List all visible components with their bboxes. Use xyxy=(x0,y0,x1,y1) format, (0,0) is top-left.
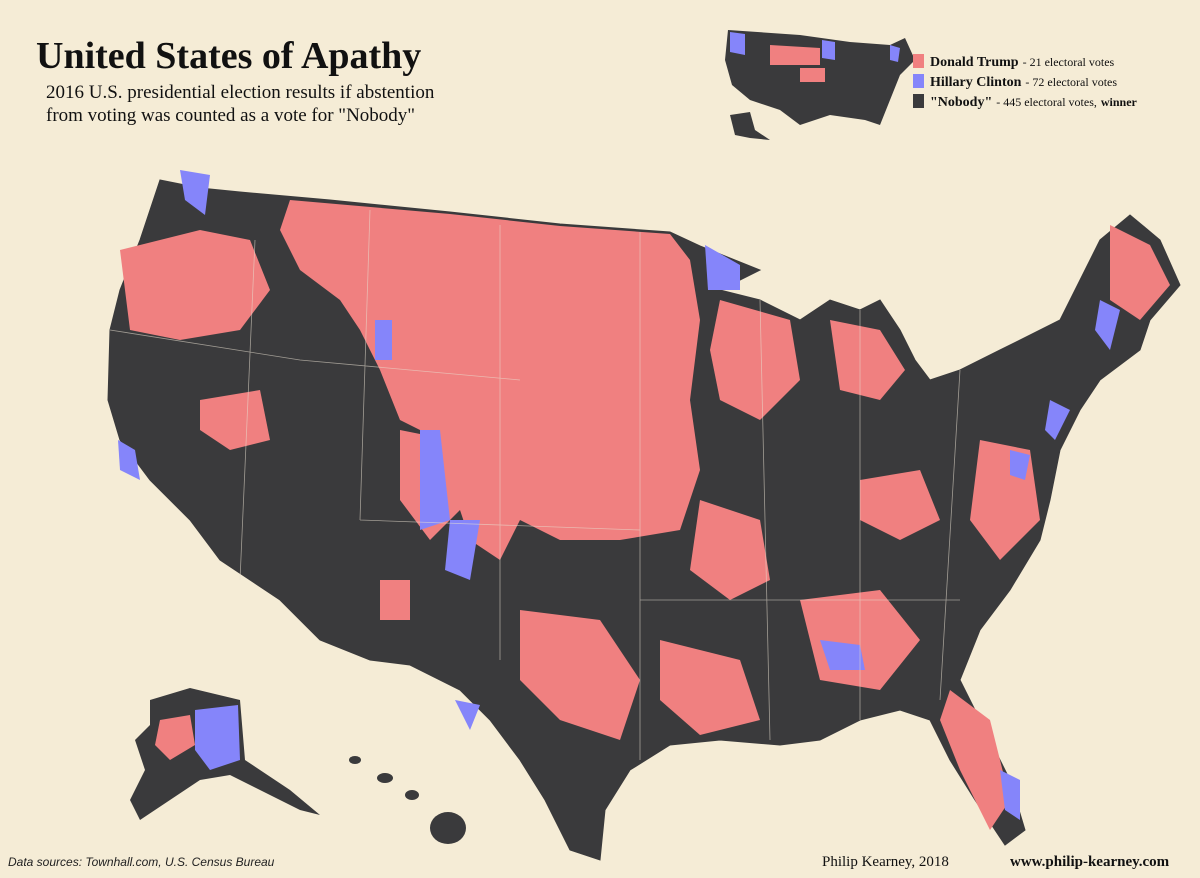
red-region xyxy=(690,500,770,600)
author: Philip Kearney, 2018 xyxy=(822,854,949,870)
alaska-blue xyxy=(195,705,240,770)
blue-region xyxy=(705,245,740,290)
red-region xyxy=(710,300,800,420)
inset-blue xyxy=(730,32,745,55)
subtitle: 2016 U.S. presidential election results … xyxy=(46,82,435,103)
blue-region xyxy=(1045,400,1070,440)
blue-region xyxy=(1000,770,1020,820)
legend-entry: "Nobody" - 445 electoral votes, winner xyxy=(930,95,1138,110)
blue-region xyxy=(180,170,210,215)
red-region xyxy=(1110,225,1170,320)
hawaii-island xyxy=(405,790,419,800)
legend-swatch xyxy=(913,94,924,108)
sources: Data sources: Townhall.com, U.S. Census … xyxy=(8,855,275,869)
red-region xyxy=(200,390,270,450)
blue-region xyxy=(820,640,865,670)
blue-region xyxy=(445,520,480,580)
red-region xyxy=(380,580,410,620)
blue-region xyxy=(375,320,392,360)
legend-name: "Nobody" xyxy=(930,95,992,110)
red-region xyxy=(860,470,940,540)
legend-swatch xyxy=(913,74,924,88)
blue-region xyxy=(1095,300,1120,350)
red-region xyxy=(660,640,760,735)
red-region xyxy=(120,230,270,340)
red-region xyxy=(830,320,905,400)
legend-note: winner xyxy=(1101,95,1138,109)
subtitle: from voting was counted as a vote for "N… xyxy=(46,105,415,126)
red-region xyxy=(520,610,640,740)
legend-name: Hillary Clinton xyxy=(930,75,1022,90)
inset-map xyxy=(725,30,915,140)
inset-blue xyxy=(822,40,835,60)
hawaii-island xyxy=(377,773,393,783)
hawaii-island xyxy=(349,756,361,764)
legend-swatch xyxy=(913,54,924,68)
title: United States of Apathy xyxy=(36,35,421,77)
inset-alaska xyxy=(730,112,770,140)
red-region xyxy=(940,690,1010,830)
inset-red xyxy=(770,45,820,65)
legend-detail: - 21 electoral votes xyxy=(1023,55,1115,69)
inset-blue xyxy=(890,45,900,62)
hawaii xyxy=(349,756,466,844)
blue-region xyxy=(118,440,140,480)
website: www.philip-kearney.com xyxy=(1010,854,1170,870)
inset-red xyxy=(800,68,825,82)
legend-name: Donald Trump xyxy=(930,55,1019,70)
state-borders xyxy=(109,209,961,760)
red-region xyxy=(280,200,700,560)
blue-region xyxy=(455,700,480,730)
hawaii-island xyxy=(430,812,466,844)
state-line xyxy=(109,209,961,760)
clinton-regions xyxy=(118,170,1120,820)
blue-region xyxy=(420,430,450,530)
legend: Donald Trump - 21 electoral votesHillary … xyxy=(913,54,1138,110)
blue-region xyxy=(1010,450,1030,480)
legend-detail: - 445 electoral votes, xyxy=(996,95,1097,109)
legend-detail: - 72 electoral votes xyxy=(1025,75,1117,89)
alaska-red xyxy=(155,715,195,760)
legend-entry: Hillary Clinton - 72 electoral votes xyxy=(930,75,1117,90)
legend-entry: Donald Trump - 21 electoral votes xyxy=(930,55,1115,70)
